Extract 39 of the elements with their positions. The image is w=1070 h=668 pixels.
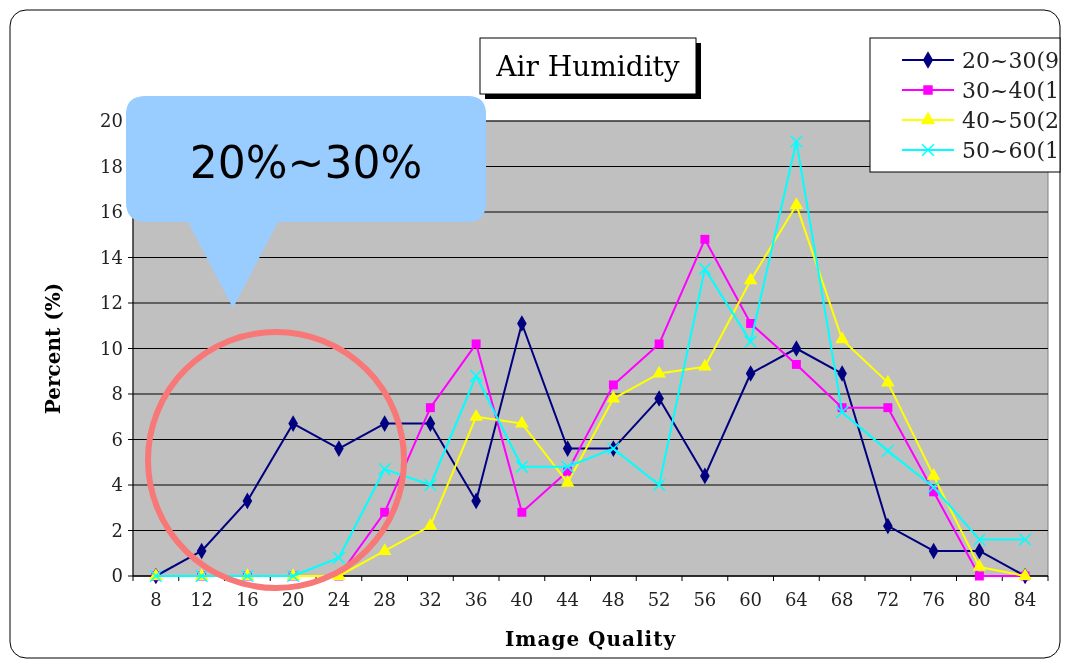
y-tick-label: 18 [100, 155, 123, 177]
x-tick-label: 12 [190, 589, 214, 610]
legend-label: 30~40(1 [962, 77, 1060, 103]
x-axis-title: Image Quality [504, 627, 677, 651]
x-tick-label: 76 [922, 589, 946, 610]
y-tick-label: 20 [100, 110, 123, 132]
x-tick-label: 64 [784, 589, 808, 610]
legend-label: 40~50(2 [962, 107, 1060, 133]
x-tick-label: 8 [150, 589, 162, 610]
legend-label: 20~30(9 [962, 47, 1060, 73]
x-tick-label: 68 [830, 589, 854, 610]
y-tick-label: 2 [111, 519, 123, 541]
x-tick-label: 84 [1013, 589, 1037, 610]
x-tick-label: 24 [327, 589, 351, 610]
y-tick-label: 4 [111, 474, 123, 496]
y-tick-label: 6 [111, 428, 123, 450]
x-tick-label: 36 [464, 589, 488, 610]
x-tick-label: 56 [693, 589, 717, 610]
y-tick-label: 0 [111, 565, 123, 587]
x-tick-label: 16 [235, 589, 259, 610]
x-tick-label: 20 [281, 589, 305, 610]
legend-label: 50~60(1 [962, 137, 1060, 163]
x-tick-label: 52 [647, 589, 671, 610]
y-tick-label: 12 [100, 292, 123, 314]
x-tick-label: 80 [967, 589, 991, 610]
x-tick-label: 48 [601, 589, 625, 610]
y-tick-label: 14 [100, 246, 123, 268]
y-tick-label: 16 [100, 201, 123, 223]
x-tick-label: 28 [373, 589, 397, 610]
x-tick-label: 72 [876, 589, 900, 610]
x-tick-label: 60 [739, 589, 763, 610]
chart-title: Air Humidity [495, 49, 680, 83]
x-tick-label: 32 [418, 589, 442, 610]
x-tick-label: 40 [510, 589, 534, 610]
y-axis-title: Percent (%) [41, 282, 65, 415]
annotation: 20%~30% [189, 137, 423, 189]
y-tick-label: 8 [111, 383, 123, 405]
y-tick-label: 10 [100, 337, 123, 359]
x-tick-label: 44 [556, 589, 580, 610]
